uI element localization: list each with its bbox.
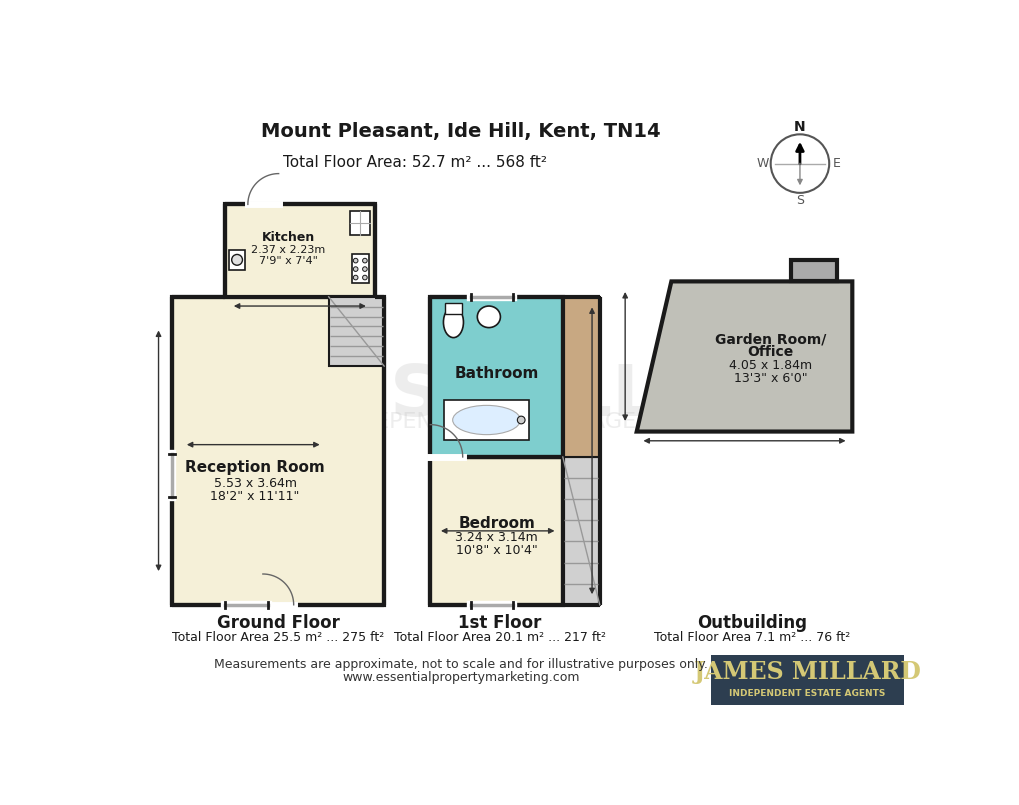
Text: INDEPENDENT ESTATE AGENTS: INDEPENDENT ESTATE AGENTS (729, 689, 884, 699)
Ellipse shape (452, 406, 520, 435)
Text: 7'9" x 7'4": 7'9" x 7'4" (259, 256, 317, 266)
Text: Kitchen: Kitchen (262, 231, 315, 244)
Circle shape (362, 266, 367, 271)
Circle shape (231, 254, 243, 265)
Bar (224, 204, 375, 297)
Text: 3.24 x 3.14m: 3.24 x 3.14m (454, 530, 537, 543)
Text: Office: Office (747, 345, 793, 359)
Text: 4.05 x 1.84m: 4.05 x 1.84m (729, 359, 811, 372)
Circle shape (353, 275, 358, 280)
Text: 1st Floor: 1st Floor (458, 613, 541, 631)
Bar (562, 297, 599, 457)
Text: Bedroom: Bedroom (458, 516, 535, 530)
Text: Total Floor Area 20.1 m² ... 217 ft²: Total Floor Area 20.1 m² ... 217 ft² (393, 631, 605, 645)
Text: 13'3" x 6'0": 13'3" x 6'0" (733, 372, 806, 385)
Bar (172, 297, 384, 605)
Bar (444, 303, 462, 314)
Text: E: E (833, 157, 840, 170)
Text: 10'8" x 10'4": 10'8" x 10'4" (455, 543, 537, 556)
Ellipse shape (477, 306, 500, 328)
Text: Measurements are approximate, not to scale and for illustrative purposes only.: Measurements are approximate, not to sca… (214, 658, 707, 671)
Circle shape (770, 134, 828, 193)
Text: JAMES MILLARD: JAMES MILLARD (185, 362, 828, 431)
Text: S: S (795, 194, 803, 207)
Text: Outbuilding: Outbuilding (697, 613, 806, 631)
Text: INDEPENDENT ESTATE AGENTS: INDEPENDENT ESTATE AGENTS (334, 412, 680, 432)
Circle shape (362, 258, 367, 263)
Bar (430, 457, 562, 605)
Circle shape (353, 258, 358, 263)
Circle shape (362, 275, 367, 280)
Text: JAMES MILLARD: JAMES MILLARD (693, 660, 921, 684)
Text: Total Floor Area 25.5 m² ... 275 ft²: Total Floor Area 25.5 m² ... 275 ft² (172, 631, 384, 645)
Bar (710, 654, 903, 705)
Text: 18'2" x 11'11": 18'2" x 11'11" (210, 489, 300, 503)
Bar (444, 400, 529, 440)
Text: Reception Room: Reception Room (185, 460, 325, 475)
Text: Bathroom: Bathroom (453, 366, 538, 382)
Bar (430, 297, 562, 457)
Text: 2.37 x 2.23m: 2.37 x 2.23m (251, 245, 325, 255)
Bar (328, 297, 384, 366)
Text: Mount Pleasant, Ide Hill, Kent, TN14: Mount Pleasant, Ide Hill, Kent, TN14 (261, 122, 660, 141)
Text: Garden Room/: Garden Room/ (714, 332, 825, 347)
Text: N: N (794, 120, 805, 134)
Text: Ground Floor: Ground Floor (217, 613, 339, 631)
Text: 5.53 x 3.64m: 5.53 x 3.64m (213, 477, 297, 489)
Text: Total Floor Area 7.1 m² ... 76 ft²: Total Floor Area 7.1 m² ... 76 ft² (653, 631, 850, 645)
Ellipse shape (443, 307, 463, 337)
Bar (229, 250, 245, 270)
Text: W: W (756, 157, 768, 170)
Text: Total Floor Area: 52.7 m² ... 568 ft²: Total Floor Area: 52.7 m² ... 568 ft² (282, 155, 546, 170)
Text: www.essentialpropertymarketing.com: www.essentialpropertymarketing.com (342, 671, 580, 684)
Circle shape (517, 416, 525, 424)
Bar (562, 457, 599, 605)
Polygon shape (636, 282, 852, 431)
Circle shape (353, 266, 358, 271)
Bar (790, 260, 837, 282)
Bar (352, 254, 369, 283)
Bar (350, 211, 369, 235)
